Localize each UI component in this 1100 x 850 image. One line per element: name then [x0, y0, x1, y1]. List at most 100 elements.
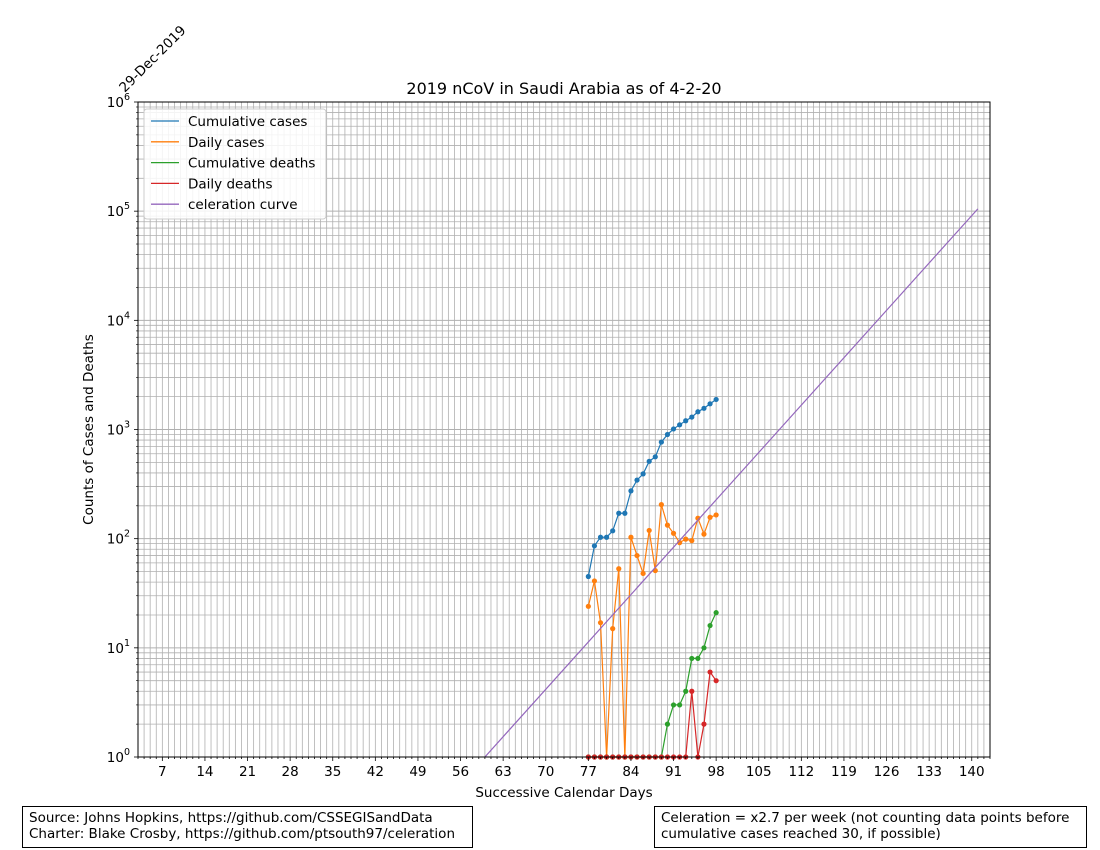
y-tick-base: 10 [107, 95, 124, 111]
x-tick-label: 7 [158, 764, 167, 780]
data-point [591, 543, 598, 549]
data-point [707, 401, 713, 407]
x-tick-label: 140 [959, 764, 985, 780]
series-4 [484, 208, 979, 758]
data-point [713, 678, 719, 684]
x-tick-label: 91 [665, 764, 682, 780]
data-point [610, 528, 616, 534]
data-point [683, 688, 689, 694]
x-tick-label: 98 [708, 764, 725, 780]
series-line [587, 504, 717, 758]
data-point [616, 510, 622, 516]
y-tick-exponent: 1 [124, 638, 130, 649]
x-tick-label: 105 [746, 764, 772, 780]
x-tick-label: 112 [788, 764, 814, 780]
data-point [622, 510, 628, 516]
data-point [701, 645, 707, 651]
x-tick-label: 133 [916, 764, 942, 780]
data-point [604, 534, 610, 540]
data-point [683, 418, 689, 424]
x-tick-label: 49 [409, 764, 426, 780]
x-tick-label: 28 [282, 764, 299, 780]
x-tick-label: 21 [239, 764, 256, 780]
x-tick-label: 77 [580, 764, 597, 780]
y-tick-label: 104 [107, 310, 130, 329]
data-point [670, 426, 677, 432]
y-tick-label: 106 [107, 92, 130, 111]
legend-label: Daily deaths [188, 176, 272, 192]
chart-title: 2019 nCoV in Saudi Arabia as of 4-2-20 [406, 79, 721, 98]
data-point [713, 396, 719, 403]
y-tick-exponent: 4 [124, 310, 130, 321]
series-line [484, 208, 979, 758]
data-point [713, 610, 719, 616]
y-tick-base: 10 [107, 750, 124, 766]
data-point [707, 514, 713, 520]
y-tick-label: 101 [107, 638, 130, 657]
data-point [689, 538, 695, 544]
legend-label: celeration curve [188, 197, 298, 213]
data-point [695, 409, 701, 415]
x-tick-label: 42 [367, 764, 384, 780]
data-point [701, 405, 707, 411]
data-point [670, 702, 677, 708]
series-1 [585, 502, 719, 760]
data-point [646, 527, 652, 534]
data-point [597, 620, 604, 626]
y-tick-label: 102 [107, 529, 130, 548]
data-point [634, 477, 640, 483]
y-axis-label: Counts of Cases and Deaths [81, 334, 97, 525]
series-line [587, 398, 717, 577]
y-tick-base: 10 [107, 423, 124, 439]
data-point [628, 488, 634, 494]
y-tick-label: 105 [107, 201, 130, 220]
data-point [640, 570, 646, 577]
y-tick-base: 10 [107, 532, 124, 548]
plot-series [484, 208, 979, 760]
y-tick-base: 10 [107, 204, 124, 220]
data-point [664, 721, 671, 727]
x-tick-label: 70 [537, 764, 554, 780]
data-point [634, 552, 640, 559]
y-tick-exponent: 2 [124, 529, 130, 540]
legend-label: Daily cases [188, 135, 265, 151]
y-tick-base: 10 [107, 641, 124, 657]
x-tick-label: 63 [495, 764, 512, 780]
y-tick-base: 10 [107, 313, 124, 329]
y-tick-exponent: 5 [124, 201, 130, 212]
y-tick-exponent: 3 [124, 420, 130, 431]
data-point [640, 471, 646, 477]
data-point [664, 522, 671, 528]
data-point [585, 603, 591, 609]
data-point [591, 578, 598, 584]
x-tick-label: 56 [452, 764, 469, 780]
source-note: Source: Johns Hopkins, https://github.co… [22, 806, 473, 848]
data-point [646, 458, 652, 464]
data-point [652, 454, 658, 460]
y-tick-label: 100 [107, 747, 130, 766]
x-axis-label: Successive Calendar Days [475, 785, 652, 800]
data-point [707, 622, 713, 629]
data-point [695, 655, 701, 662]
x-tick-label: 126 [874, 764, 900, 780]
data-point [713, 512, 719, 518]
legend-label: Cumulative deaths [188, 156, 315, 172]
data-point [689, 655, 695, 662]
y-tick-exponent: 6 [124, 92, 130, 103]
data-point [689, 414, 695, 420]
start-date-label: 29-Dec-2019 [116, 23, 189, 96]
x-tick-label: 119 [831, 764, 857, 780]
x-tick-label: 35 [324, 764, 341, 780]
celeration-note: Celeration = x2.7 per week (not counting… [654, 806, 1087, 848]
chart: 7 14 21 28 35 42 49 56 63 70 77 84 91 98 105 112 119 126 1… [81, 23, 991, 800]
data-point [658, 439, 664, 445]
data-point [683, 536, 689, 542]
data-point [701, 531, 707, 537]
series-0 [585, 396, 719, 580]
data-point [610, 626, 616, 632]
legend-box [143, 108, 327, 220]
data-point [677, 422, 683, 428]
data-point [658, 502, 664, 508]
axis-ticks: 7 14 21 28 35 42 49 56 63 70 77 84 91 98 105 112 119 126 1… [107, 92, 991, 780]
y-tick-label: 103 [107, 420, 130, 439]
